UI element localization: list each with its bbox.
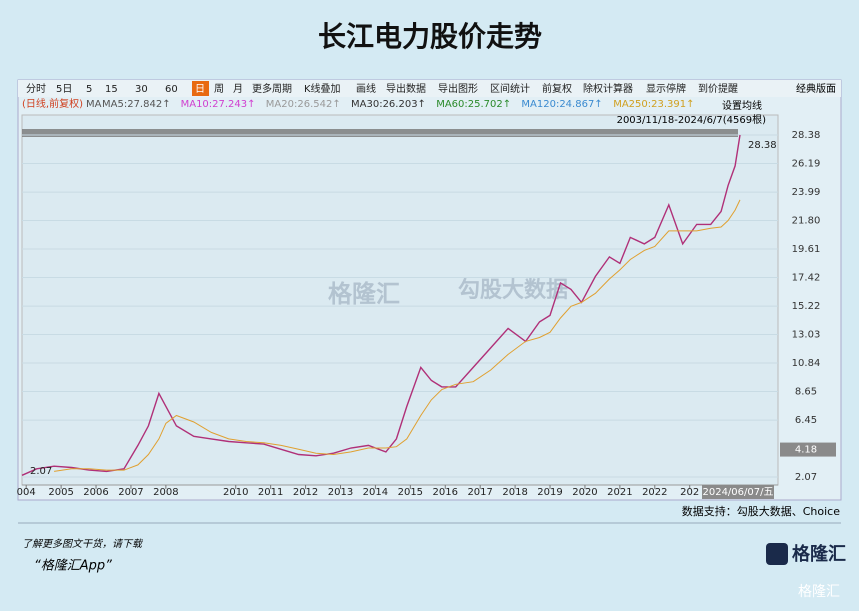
ma-value: MA30:26.203↑ [351,99,426,110]
toolbar-item[interactable]: 5 [86,84,92,95]
toolbar-item[interactable]: 更多周期 [252,82,292,95]
source: 数据支持：勾股大数据、Choice [682,504,840,518]
ma-value: MA60:25.702↑ [436,99,511,110]
x-tick-label: 004 [17,487,36,498]
x-tick-label: 2020 [572,487,597,498]
toolbar-item[interactable]: 月 [233,83,243,95]
price-line [54,199,741,472]
toolbar-item[interactable]: 60 [165,84,178,95]
ma-label: MA [86,99,102,110]
plot-area [21,114,779,486]
layout-label: 经典版面 [796,82,836,95]
toolbar-item[interactable]: 导出图形 [438,82,478,95]
active-tab [192,81,209,96]
x-tick-label: 202 [680,487,699,498]
x-tick-label: 2013 [328,487,353,498]
app: “格隆汇App” [34,559,112,574]
corner-watermark: 格隆汇 [798,584,840,600]
ma-value: MA250:23.391↑ [613,99,694,110]
high-label: 28.38 [748,140,777,151]
y-tick-label: 17.42 [792,272,821,283]
promo: 了解更多图文干货，请下载 [22,538,144,550]
toolbar-item[interactable]: 画线 [356,82,376,95]
cursor-box [780,442,836,457]
marker-band [22,129,738,137]
y-tick-label: 2.07 [795,472,817,483]
watermark: 勾股大数据 [458,277,568,303]
y-tick-label: 15.22 [792,301,821,312]
ma-value: MA120:24.867↑ [521,99,602,110]
watermark: 格隆汇 [328,280,400,308]
cursor-date: 2024/06/07/五 [702,487,773,498]
y-tick-label: 6.45 [795,415,817,426]
x-tick-label: 2007 [118,487,143,498]
x-tick-label: 2006 [83,487,108,498]
title: 长江电力股价走势 [318,20,542,53]
x-tick-label: 2011 [258,487,283,498]
y-tick-label: 28.38 [792,130,821,141]
x-tick-label: 2008 [153,487,178,498]
mode: (日线,前复权) [22,97,83,110]
settings[interactable]: 设置均线 [722,99,762,112]
toolbar-item[interactable]: 15 [105,84,118,95]
x-tick-label: 2019 [537,487,562,498]
x-tick-label: 2010 [223,487,248,498]
toolbar-item[interactable]: 除权计算器 [583,82,633,95]
toolbar-item[interactable]: 5日 [56,84,72,95]
x-tick-label: 2021 [607,487,632,498]
x-tick-label: 2017 [467,487,492,498]
x-tick-label: 2016 [433,487,458,498]
cursor-price: 4.18 [795,445,817,456]
logo-icon [766,543,788,565]
logo: 格隆汇 [792,543,846,565]
toolbar-item[interactable]: 区间统计 [490,82,530,95]
toolbar-item[interactable]: 到价提醒 [698,83,738,95]
y-tick-label: 26.19 [792,158,821,169]
low-label: 2.07 [30,466,52,477]
toolbar-item[interactable]: 周 [214,83,224,95]
ma-value: MA20:26.542↑ [266,99,341,110]
y-tick-label: 8.65 [795,386,817,397]
x-tick-label: 2018 [502,487,527,498]
toolbar-item[interactable]: 导出数据 [386,82,426,95]
toolbar-item[interactable]: 显示停牌 [646,82,686,95]
y-tick-label: 19.61 [792,244,821,255]
toolbar-item[interactable]: 30 [135,84,148,95]
ma-value: MA10:27.243↑ [181,99,256,110]
x-tick-label: 2022 [642,487,667,498]
y-tick-label: 10.84 [792,358,821,369]
x-tick-label: 2014 [363,487,388,498]
y-tick-label: 13.03 [792,330,821,341]
toolbar-item[interactable]: 日 [195,84,205,95]
x-tick-label: 2015 [398,487,423,498]
y-tick-label: 23.99 [792,187,821,198]
toolbar-item[interactable]: 分时 [26,83,46,95]
toolbar-item[interactable]: K线叠加 [304,82,341,95]
toolbar-bg [18,80,841,97]
range: 2003/11/18-2024/6/7(4569根) [617,113,767,126]
x-tick-label: 2012 [293,487,318,498]
price-line [21,134,741,476]
cursor-date-box [702,485,774,499]
x-tick-label: 2005 [48,487,73,498]
ma-value: MA5:27.842↑ [102,99,171,110]
toolbar-item[interactable]: 前复权 [542,82,572,95]
y-tick-label: 21.80 [792,216,821,227]
